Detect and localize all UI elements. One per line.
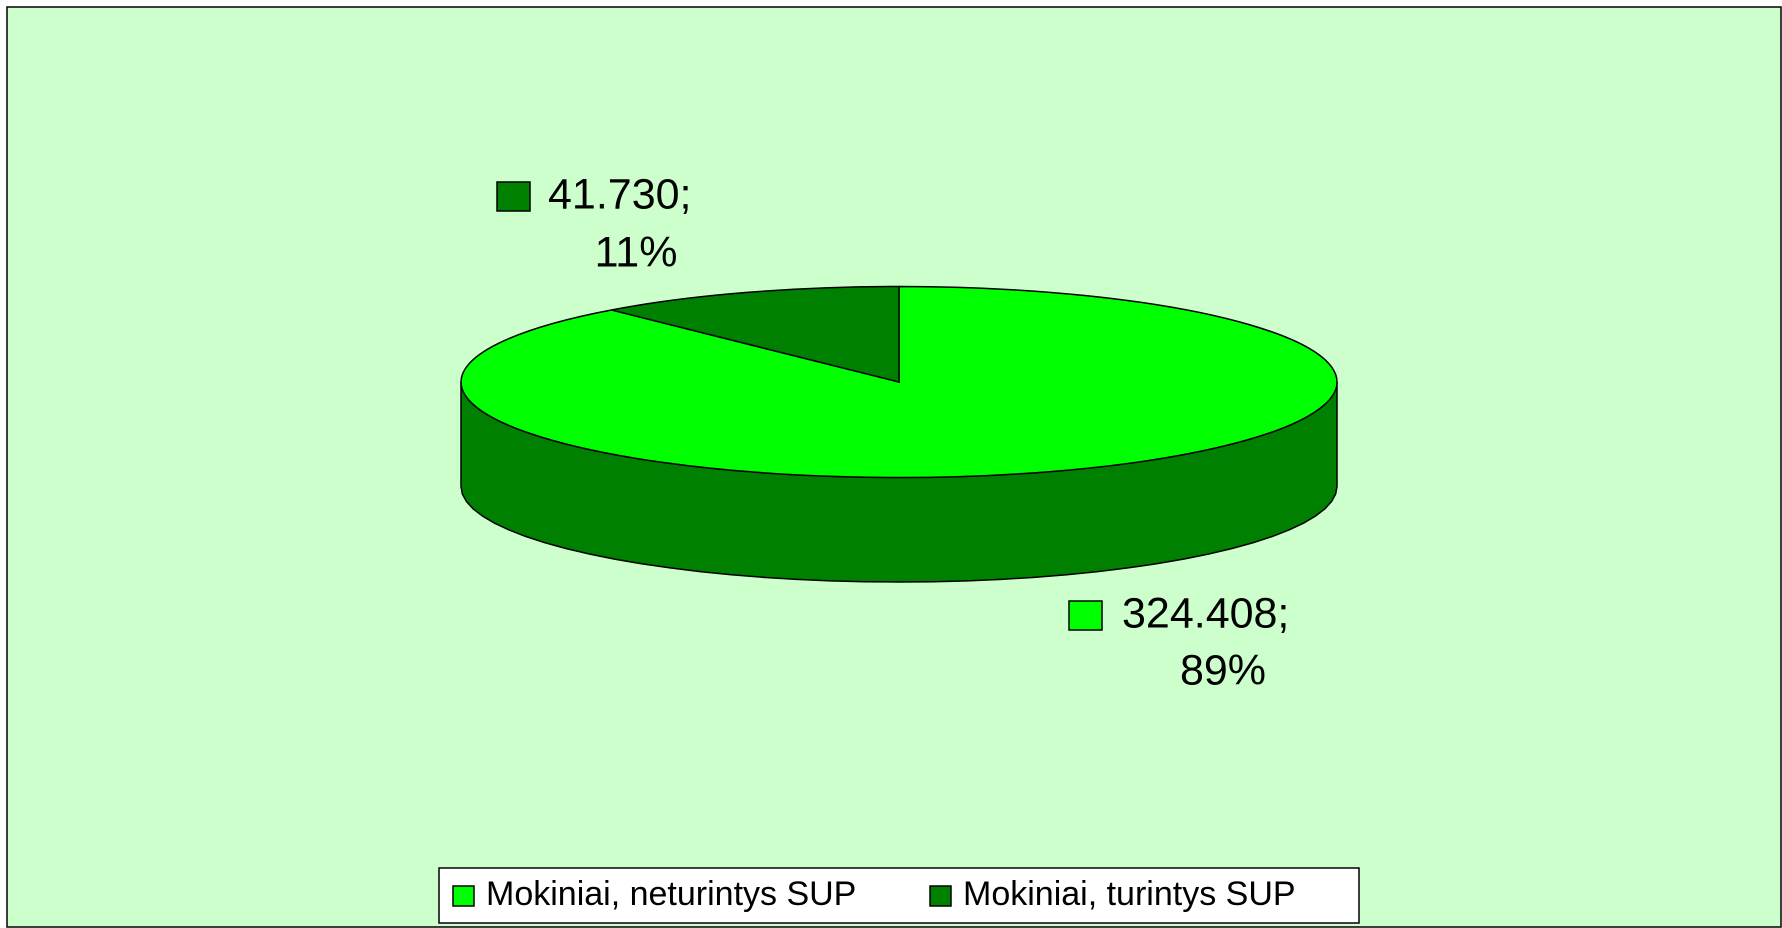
value-label: 324.408;: [1122, 589, 1289, 637]
legend-box: [438, 867, 1360, 924]
percent-label: 89%: [1180, 646, 1266, 694]
label-marker: [1068, 600, 1103, 631]
legend-marker: [929, 885, 952, 907]
legend-label: Mokiniai, neturintys SUP: [486, 875, 856, 913]
pie-slice: [611, 285, 900, 383]
legend-label: Mokiniai, turintys SUP: [963, 875, 1296, 913]
legend-marker: [452, 885, 475, 907]
value-label: 41.730;: [548, 170, 691, 218]
percent-label: 11%: [595, 228, 678, 276]
label-marker: [496, 181, 531, 212]
